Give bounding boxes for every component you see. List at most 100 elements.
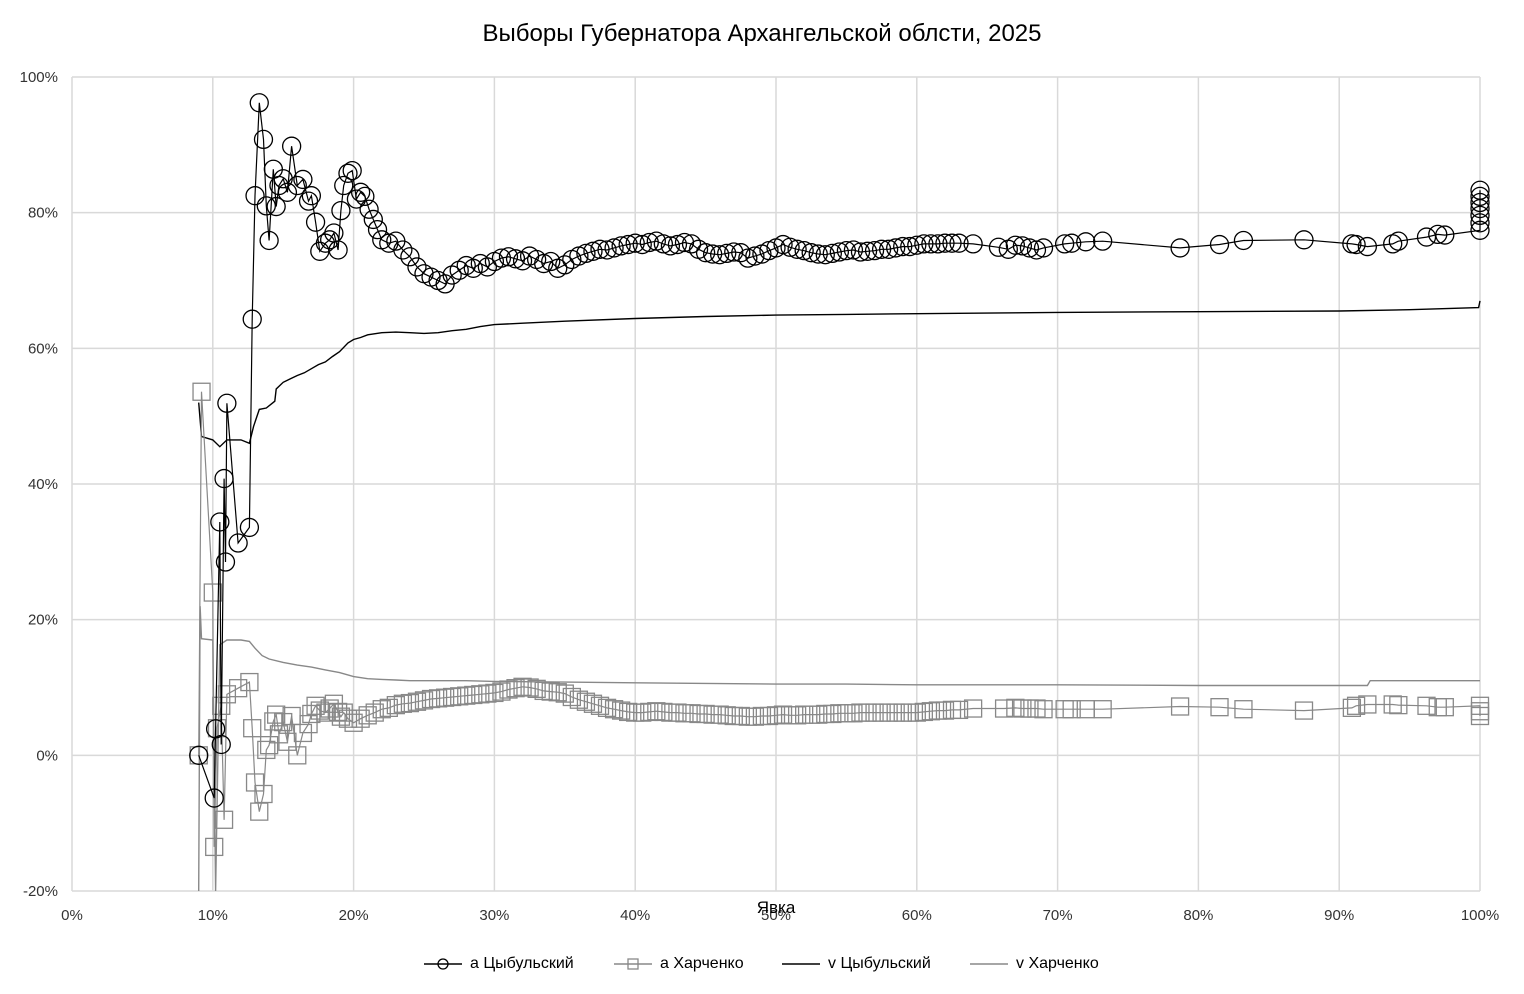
series-2-point bbox=[192, 382, 211, 401]
series-2-point bbox=[457, 686, 476, 705]
series-2-point bbox=[1062, 700, 1081, 719]
series-1-point bbox=[534, 253, 554, 274]
series-1-point bbox=[724, 242, 744, 262]
series-1-point bbox=[1470, 186, 1490, 207]
series-2-point bbox=[682, 704, 701, 723]
series-1-point bbox=[1294, 230, 1314, 250]
legend: а Цыбульский а Харченко v Цыбульский v Харч… bbox=[0, 952, 1524, 976]
series-2-point bbox=[506, 679, 525, 698]
series-1-point bbox=[1033, 238, 1054, 258]
series-1-point bbox=[277, 182, 298, 202]
series-2-point bbox=[710, 705, 729, 724]
series-1-point bbox=[1012, 236, 1033, 256]
series-2-point bbox=[1358, 695, 1377, 714]
series-2-point bbox=[907, 703, 926, 722]
series-1-point bbox=[298, 191, 319, 211]
series-2-point bbox=[393, 694, 413, 713]
series-1-point bbox=[215, 552, 236, 572]
series-1-point bbox=[639, 232, 659, 253]
series-1-point bbox=[407, 257, 427, 277]
series-2-point bbox=[203, 583, 222, 602]
series-1-point bbox=[367, 219, 388, 240]
series-2-point bbox=[217, 685, 237, 704]
series-2-point bbox=[443, 687, 462, 707]
series-2-point bbox=[745, 707, 765, 726]
series-2-point bbox=[464, 685, 483, 705]
series-2-point bbox=[400, 693, 420, 713]
series-1-point bbox=[681, 234, 702, 254]
series-2-point bbox=[696, 704, 715, 724]
series-2-point bbox=[1470, 706, 1490, 726]
legend-label: v Харченко bbox=[1016, 955, 1099, 972]
tick-labels: 0% 10% 20% 30% 40% 50% 60% 70% 80% 90% 100%-20%0%2… bbox=[20, 69, 1500, 924]
series-2-point bbox=[640, 702, 659, 722]
series-2-point bbox=[254, 784, 273, 804]
series-2-point bbox=[647, 702, 666, 721]
series-1-point bbox=[935, 233, 955, 253]
series-2-point bbox=[1383, 695, 1402, 714]
legend-label: v Цыбульский bbox=[828, 955, 931, 972]
legend-item: v Цыбульский bbox=[782, 952, 931, 976]
series-1-point bbox=[597, 240, 617, 260]
legend-item: а Харченко bbox=[614, 952, 744, 976]
series-2-point bbox=[668, 703, 687, 722]
series-2-point bbox=[240, 672, 259, 692]
series-1-point bbox=[1005, 235, 1026, 255]
series-2-point bbox=[773, 705, 793, 724]
x-tick-label: 70% bbox=[1043, 907, 1073, 924]
series-2-point bbox=[809, 705, 828, 724]
series-1-point bbox=[780, 237, 800, 257]
series-1-point bbox=[829, 242, 850, 262]
series-2-point bbox=[949, 700, 969, 720]
series-1-point bbox=[864, 241, 885, 261]
series-2-point bbox=[731, 706, 750, 726]
series-1-point bbox=[449, 260, 469, 280]
series-2-point bbox=[407, 692, 427, 711]
series-2-point bbox=[759, 706, 779, 726]
series-2-point bbox=[306, 696, 325, 715]
series-2-point bbox=[541, 682, 560, 701]
series-1-point bbox=[442, 265, 462, 285]
series-2-point bbox=[331, 707, 351, 726]
series-1-point bbox=[211, 734, 231, 755]
x-tick-label: 90% bbox=[1324, 907, 1354, 924]
legend-swatch-icon bbox=[424, 958, 462, 970]
series-2-point bbox=[492, 682, 511, 701]
series-2-point bbox=[365, 703, 384, 722]
x-tick-label: 0% bbox=[61, 907, 83, 924]
series-2-point bbox=[1034, 700, 1053, 719]
series-2-point bbox=[597, 698, 617, 717]
series-1-point bbox=[328, 240, 348, 260]
series-1-point bbox=[653, 234, 674, 254]
series-2-point bbox=[421, 689, 441, 709]
series-1-point bbox=[942, 233, 962, 253]
series-2-point bbox=[1294, 701, 1314, 720]
series-2-point bbox=[844, 704, 863, 723]
series-2-point bbox=[257, 740, 276, 760]
series-1-point bbox=[1019, 238, 1040, 258]
series-1-point bbox=[1435, 225, 1455, 245]
series-1-point bbox=[745, 246, 765, 266]
series-1-point bbox=[210, 512, 230, 532]
series-2-point bbox=[344, 713, 363, 732]
series-1-point bbox=[1170, 238, 1190, 258]
x-tick-label: 20% bbox=[339, 907, 369, 924]
series-1-point bbox=[491, 248, 512, 268]
series-2-point bbox=[228, 679, 248, 698]
series-2-point bbox=[534, 681, 553, 701]
series-1-point bbox=[1470, 192, 1490, 213]
series-1-point bbox=[717, 243, 737, 264]
series-2-point bbox=[1346, 696, 1366, 715]
series-1-point bbox=[1209, 234, 1230, 255]
series-2-point bbox=[562, 687, 581, 707]
series-2-point bbox=[766, 706, 786, 725]
series-1-point bbox=[541, 251, 561, 272]
x-tick-label: 100% bbox=[1461, 907, 1499, 924]
series-1-point bbox=[363, 209, 383, 230]
series-1-point bbox=[555, 255, 575, 275]
series-1-point bbox=[463, 258, 483, 278]
series-1-point bbox=[338, 163, 358, 183]
series-2-point bbox=[214, 810, 234, 829]
series-2-point bbox=[358, 706, 377, 725]
series-2-point bbox=[654, 702, 673, 722]
